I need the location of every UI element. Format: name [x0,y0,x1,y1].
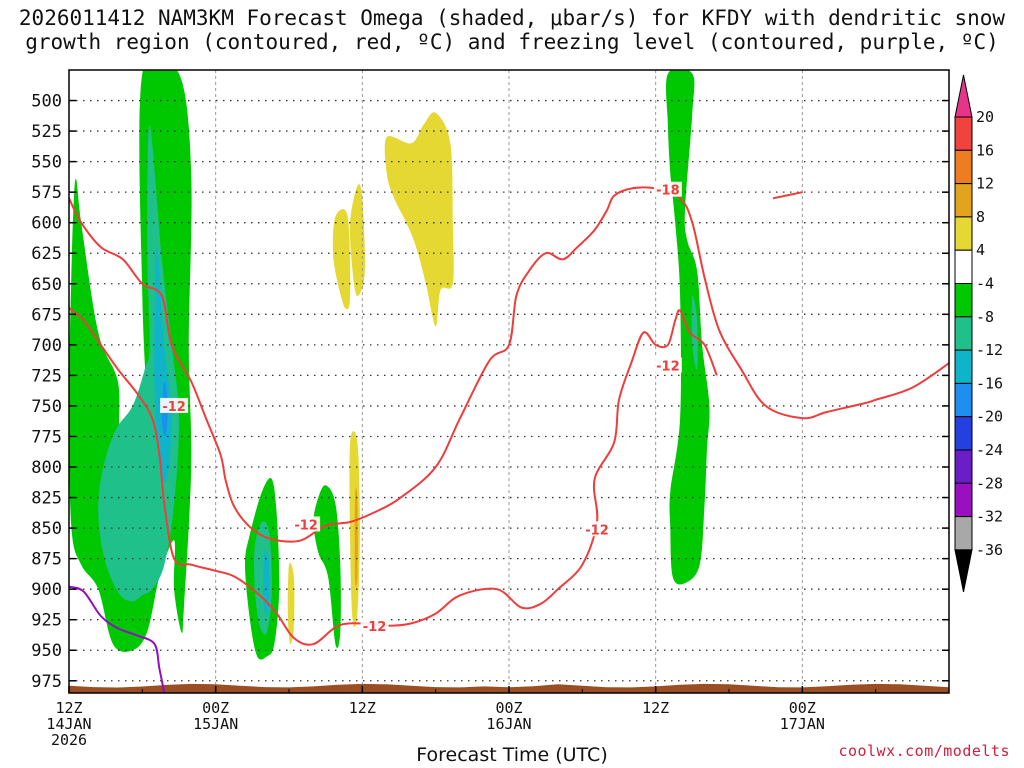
y-tick-label-875: 875 [31,550,62,570]
omega-region-yellow-patch-a [332,209,351,310]
y-tick-label-625: 625 [31,244,62,264]
y-tick-label-775: 775 [31,427,62,447]
omega-region-cyan-core-left [154,246,172,483]
dgz-label-bg-0 [160,397,189,413]
dgz-contour-0 [69,186,949,543]
colorbar-bin--28 [954,449,973,484]
x-tick-label-6-1: 15JAN [193,715,238,733]
colorbar-label-13: -36 [976,541,1003,559]
omega-region-yellow-patch-c [349,431,360,628]
colorbar-label-12: -32 [976,508,1003,526]
x-tick-label-18-1: 16JAN [486,715,531,733]
dgz-label-3: -12 [656,360,680,375]
y-tick-label-675: 675 [31,305,62,325]
colorbar-label-11: -28 [976,474,1003,492]
y-tick-label-700: 700 [31,336,62,356]
y-tick-label-925: 925 [31,611,62,631]
x-tick-label-6-0: 00Z [202,699,229,717]
chart-title-line-2: growth region (contoured, red, ºC) and f… [25,30,999,54]
chart-title-line-1: 2026011412 NAM3KM Forecast Omega (shaded… [18,6,1006,30]
colorbar-label-3: 8 [976,208,985,226]
omega-region-yellow-patch-d [287,562,295,645]
colorbar-label-5: -4 [976,275,994,293]
colorbar-bin-16 [954,116,973,151]
x-tick-label-18-0: 00Z [495,699,522,717]
x-axis-title: Forecast Time (UTC) [416,744,608,766]
colorbar-bin--12 [954,316,973,351]
x-tick-label-0-2: 2026 [51,731,87,749]
colorbar-label-2: 12 [976,175,994,193]
colorbar-label-8: -16 [976,374,1003,392]
dgz-contour-1 [69,307,718,646]
colorbar-cap-bottom [954,549,973,592]
y-tick-label-900: 900 [31,580,62,600]
dgz-label-2: -18 [656,184,680,199]
dgz-label-1: -12 [294,518,318,533]
dgz-label-bg-4 [583,521,611,537]
omega-region-green-column-right [665,70,710,585]
y-tick-label-725: 725 [31,366,62,386]
y-tick-label-575: 575 [31,183,62,203]
y-tick-label-950: 950 [31,641,62,661]
colorbar-bin--24 [954,416,973,451]
colorbar-label-7: -12 [976,341,1003,359]
x-tick-label-0-1: 14JAN [46,715,91,733]
colorbar-bin--20 [954,382,973,418]
y-tick-label-550: 550 [31,153,62,173]
colorbar-bin--8 [954,283,973,318]
y-tick-label-850: 850 [31,519,62,539]
omega-region-yellow-upper-mid [384,112,454,327]
omega-region-cyan-blob-15jan [263,550,270,616]
dgz-label-5: -12 [363,620,387,635]
dgz-label-bg-2 [653,181,682,197]
y-tick-label-800: 800 [31,458,62,478]
colorbar-label-6: -8 [976,308,994,326]
y-tick-label-750: 750 [31,397,62,417]
x-tick-label-30-1: 17JAN [780,715,825,733]
x-tick-label-0-0: 12Z [55,699,82,717]
dgz-contour-2 [772,191,803,200]
x-tick-label-24-0: 12Z [642,699,669,717]
credit-text: coolwx.com/modelts [838,742,1010,760]
omega-region-yellow-patch-b [349,184,365,296]
y-tick-label-825: 825 [31,489,62,509]
y-tick-label-650: 650 [31,275,62,295]
colorbar-bin--36 [954,516,973,551]
y-tick-label-600: 600 [31,214,62,234]
colorbar-label-9: -20 [976,408,1003,426]
colorbar-cap-top [954,74,973,118]
x-tick-label-30-0: 00Z [789,699,816,717]
colorbar-label-4: 4 [976,241,985,259]
colorbar-label-10: -24 [976,441,1003,459]
colorbar-bin--32 [954,482,973,518]
y-tick-label-500: 500 [31,92,62,112]
colorbar-label-1: 16 [976,141,994,159]
omega-region-orange-streak [354,487,358,587]
colorbar-label-0: 20 [976,108,994,126]
colorbar-bin-12 [954,149,973,185]
dgz-label-bg-3 [653,357,682,373]
colorbar-bin--4 [954,249,973,284]
freezing-level-contour [69,585,166,693]
omega-region-teal-column-left [98,124,180,602]
colorbar-bin-8 [954,183,973,218]
x-tick-label-12-0: 12Z [349,699,376,717]
dgz-label-bg-1 [292,516,321,532]
colorbar-bin-4 [954,216,973,251]
dgz-label-bg-5 [360,617,389,633]
y-tick-label-975: 975 [31,672,62,692]
dgz-label-4: -12 [585,523,609,538]
colorbar-bin--16 [954,349,973,384]
omega-region-green-blob-mid [313,485,341,649]
y-tick-label-525: 525 [31,122,62,142]
dgz-label-0: -12 [162,400,186,415]
